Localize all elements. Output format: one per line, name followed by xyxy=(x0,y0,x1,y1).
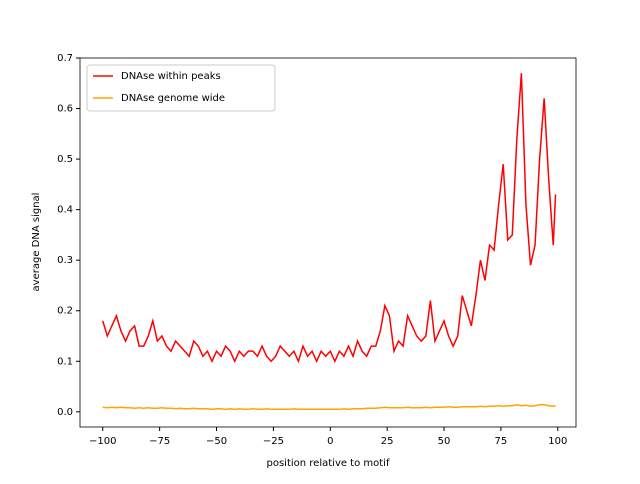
x-tick-label: −25 xyxy=(263,436,284,447)
y-tick-label: 0.7 xyxy=(57,53,73,64)
plot-frame xyxy=(79,57,577,428)
x-axis-label: position relative to motif xyxy=(267,458,390,469)
y-tick-label: 0.5 xyxy=(57,154,73,165)
y-axis-label: average DNA signal xyxy=(31,193,42,292)
y-tick-label: 0.2 xyxy=(57,306,73,317)
legend: DNAse within peaks DNAse genome wide xyxy=(86,64,276,112)
data-line xyxy=(102,73,557,364)
x-tick-label: −75 xyxy=(149,436,170,447)
y-tick-label: 0.4 xyxy=(57,205,73,216)
legend-label: DNAse within peaks xyxy=(121,71,221,82)
y-tick-label: 0.6 xyxy=(57,104,73,115)
x-tick-label: −50 xyxy=(206,436,227,447)
data-line xyxy=(102,403,556,411)
x-tick-label: 0 xyxy=(327,436,333,447)
x-tick-label: 25 xyxy=(381,436,394,447)
x-tick-label: 75 xyxy=(495,436,508,447)
legend-box xyxy=(86,64,276,112)
y-tick-label: 0.0 xyxy=(57,407,73,418)
x-tick-label: 50 xyxy=(438,436,451,447)
legend-label: DNAse genome wide xyxy=(121,93,225,104)
y-tick-label: 0.1 xyxy=(57,356,73,367)
x-tick-label: 100 xyxy=(548,436,567,447)
y-tick-label: 0.3 xyxy=(57,255,73,266)
x-tick-label: −100 xyxy=(89,436,116,447)
